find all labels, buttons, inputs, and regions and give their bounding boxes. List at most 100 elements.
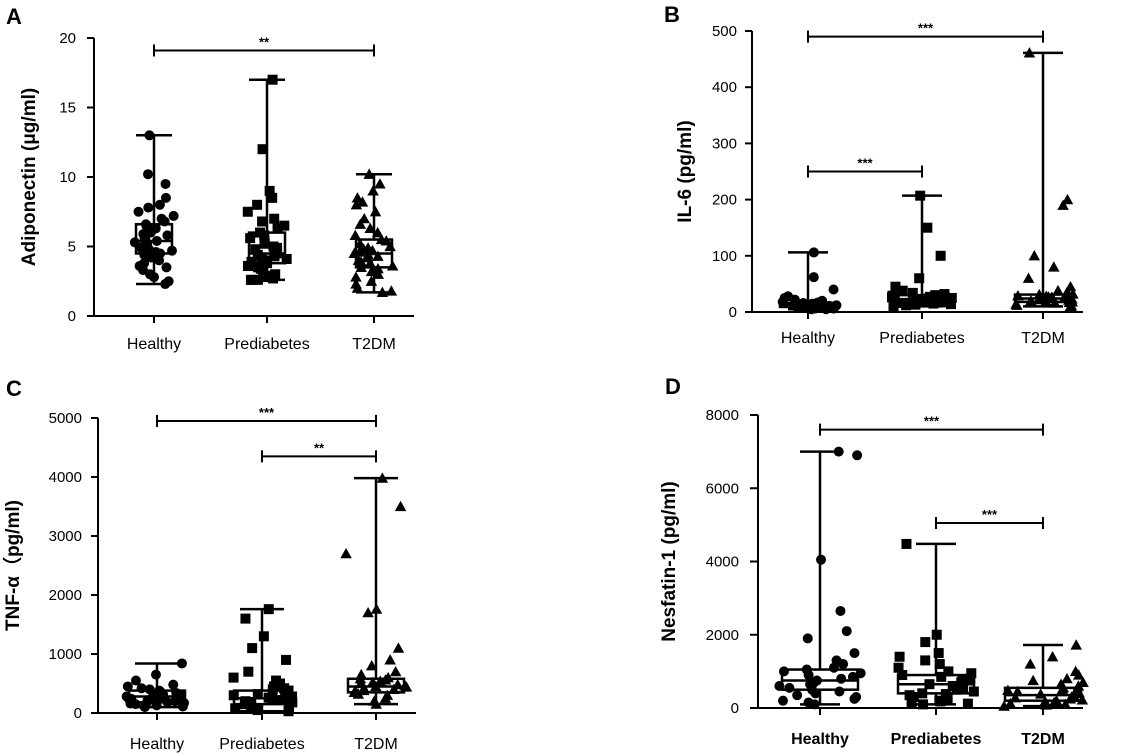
data-point xyxy=(369,206,382,217)
y-tick-label: 4000 xyxy=(49,469,82,486)
data-point xyxy=(374,178,386,189)
data-point xyxy=(968,686,979,697)
data-point xyxy=(263,604,274,615)
data-point xyxy=(1027,674,1039,686)
data-point xyxy=(365,265,378,277)
y-tick-label: 2000 xyxy=(706,627,739,644)
data-point xyxy=(394,500,407,512)
data-point xyxy=(376,286,389,297)
data-point xyxy=(1059,698,1072,709)
data-point xyxy=(281,654,292,665)
data-point xyxy=(1048,696,1060,708)
data-point xyxy=(828,303,839,314)
data-point xyxy=(372,268,385,279)
data-point xyxy=(258,631,269,642)
significance-bracket: ** xyxy=(261,440,377,463)
data-point xyxy=(808,247,819,258)
box-prediabetes xyxy=(893,538,979,710)
data-point xyxy=(821,304,832,315)
data-point xyxy=(240,613,251,624)
data-point xyxy=(162,230,173,241)
data-point xyxy=(1057,199,1069,210)
data-point xyxy=(1002,684,1014,696)
data-point xyxy=(849,648,860,659)
data-point xyxy=(247,643,258,654)
x-category-label: Healthy xyxy=(781,330,835,347)
box-t2dm xyxy=(998,639,1089,711)
data-point xyxy=(149,272,160,283)
y-tick-label: 6000 xyxy=(706,480,739,497)
panel-letter: C xyxy=(6,376,22,401)
data-point xyxy=(1011,299,1023,310)
data-point xyxy=(922,222,933,233)
data-point xyxy=(258,272,269,283)
data-point xyxy=(841,626,852,637)
data-point xyxy=(257,216,268,227)
data-point xyxy=(802,633,813,644)
data-point xyxy=(965,673,976,684)
data-point xyxy=(935,696,946,707)
data-point xyxy=(888,301,899,312)
x-category-label: Prediabetes xyxy=(224,336,309,353)
data-point xyxy=(913,294,924,305)
data-point xyxy=(130,699,141,710)
data-point xyxy=(907,287,918,298)
data-point xyxy=(264,185,275,196)
data-point xyxy=(1064,693,1077,704)
y-tick-label: 10 xyxy=(59,169,76,186)
data-point xyxy=(931,629,942,640)
data-point xyxy=(267,74,278,85)
data-point xyxy=(388,683,400,694)
data-point xyxy=(160,279,171,290)
y-tick-label: 0 xyxy=(731,700,739,717)
data-point xyxy=(1061,672,1073,684)
box-healthy xyxy=(774,446,866,710)
data-point xyxy=(365,660,378,671)
data-point xyxy=(917,688,928,699)
data-point xyxy=(816,554,827,565)
data-point xyxy=(389,665,402,677)
data-point xyxy=(777,296,788,307)
data-point xyxy=(774,681,785,692)
data-point xyxy=(269,213,280,224)
data-point xyxy=(962,698,973,709)
data-point xyxy=(1056,683,1069,695)
data-point xyxy=(946,292,957,303)
data-point xyxy=(1023,47,1036,58)
y-axis-label: Nesfatin-1 (pg/ml) xyxy=(659,481,680,641)
data-point xyxy=(1034,688,1047,699)
y-tick-label: 300 xyxy=(712,135,737,152)
data-point xyxy=(230,703,241,714)
data-point xyxy=(906,697,917,708)
data-point xyxy=(170,696,181,707)
data-point xyxy=(150,669,161,680)
data-point xyxy=(803,670,814,681)
data-point xyxy=(385,285,398,296)
data-point xyxy=(355,668,367,680)
data-point xyxy=(924,679,935,690)
significance-label: *** xyxy=(924,414,940,429)
data-point xyxy=(901,300,912,311)
data-point xyxy=(365,275,378,286)
data-point xyxy=(370,680,382,692)
box-prediabetes xyxy=(887,190,957,312)
data-point xyxy=(933,648,944,659)
significance-bracket: *** xyxy=(807,156,923,178)
data-point xyxy=(370,698,382,709)
data-point xyxy=(908,692,919,703)
data-point xyxy=(374,675,387,686)
data-point xyxy=(151,700,162,711)
data-point xyxy=(849,693,860,704)
data-point xyxy=(810,688,821,699)
data-point xyxy=(283,706,294,717)
data-point xyxy=(828,284,839,295)
data-point xyxy=(267,693,278,704)
data-point xyxy=(934,659,945,670)
data-point xyxy=(355,256,367,267)
data-point xyxy=(143,202,154,213)
data-point xyxy=(252,199,263,210)
data-point xyxy=(935,250,946,261)
data-point xyxy=(168,679,179,690)
data-point xyxy=(228,672,239,683)
